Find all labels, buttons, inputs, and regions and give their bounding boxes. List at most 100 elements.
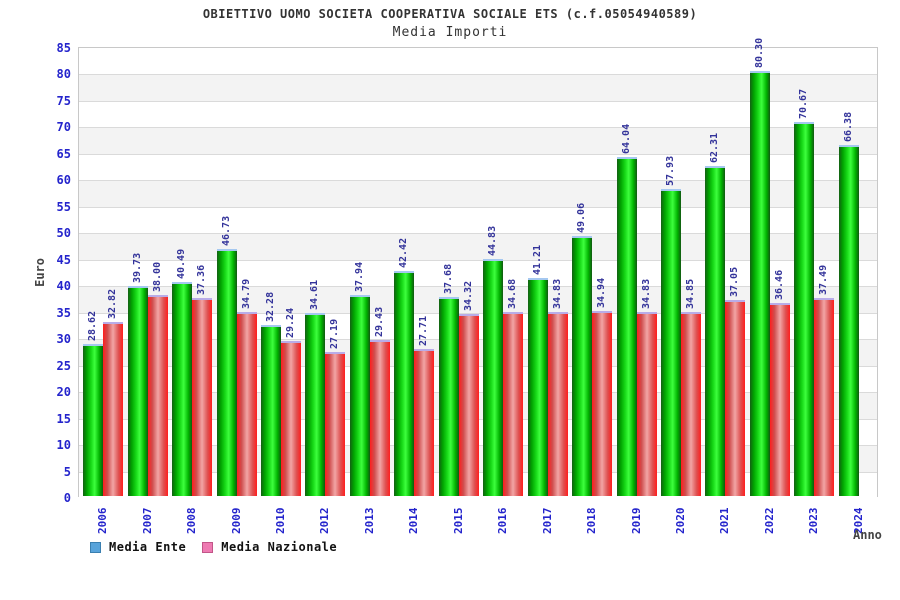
value-label-media-ente-2016: 44.83 [487, 225, 499, 256]
x-axis-title: Anno [853, 528, 882, 542]
legend-label-media-nazionale: Media Nazionale [221, 540, 338, 554]
bar-media-ente-2014 [394, 271, 415, 496]
x-tick-label-2006: 2006 [96, 507, 110, 535]
x-tick-label-2017: 2017 [540, 507, 554, 535]
value-label-media-nazionale-2014: 27.71 [418, 316, 430, 347]
bar-media-nazionale-2014 [414, 349, 435, 496]
value-label-media-ente-2021: 62.31 [709, 133, 721, 164]
bar-media-nazionale-2008 [192, 298, 213, 496]
x-tick-label-2013: 2013 [362, 507, 376, 535]
value-label-media-ente-2024: 66.38 [842, 111, 854, 142]
value-label-media-ente-2009: 46.73 [220, 215, 232, 246]
y-tick-label: 25 [56, 358, 71, 373]
y-tick-label: 75 [56, 93, 71, 108]
bar-media-nazionale-2022 [769, 302, 790, 496]
value-label-media-nazionale-2021: 37.05 [729, 266, 741, 297]
plot-band [79, 100, 877, 128]
x-tick-label-2007: 2007 [140, 507, 154, 535]
value-label-media-nazionale-2006: 32.82 [107, 289, 119, 320]
y-tick-label: 80 [56, 67, 71, 82]
legend-swatch-media-nazionale [202, 541, 214, 553]
bar-media-ente-2019 [616, 156, 637, 496]
value-label-media-ente-2023: 70.67 [798, 88, 810, 119]
value-label-media-ente-2014: 42.42 [398, 238, 410, 269]
x-tick-label-2019: 2019 [629, 507, 643, 535]
bar-media-ente-2024 [838, 144, 859, 496]
value-label-media-ente-2019: 64.04 [620, 123, 632, 154]
value-label-media-nazionale-2019: 34.83 [640, 278, 652, 309]
value-label-media-ente-2012: 34.61 [309, 279, 321, 310]
gridline [79, 260, 877, 261]
x-tick-label-2015: 2015 [451, 507, 465, 535]
x-tick-label-2021: 2021 [718, 507, 732, 535]
value-label-media-ente-2022: 80.30 [753, 37, 765, 68]
plot-band [79, 74, 877, 101]
y-tick-label: 5 [63, 464, 71, 479]
bar-media-ente-2022 [749, 70, 770, 496]
legend: Media Ente Media Nazionale [90, 540, 337, 554]
value-label-media-nazionale-2023: 37.49 [818, 264, 830, 295]
value-label-media-ente-2017: 41.21 [531, 244, 543, 275]
gridline [79, 313, 877, 314]
bar-media-nazionale-2009 [236, 311, 257, 496]
value-label-media-nazionale-2016: 34.68 [507, 279, 519, 310]
value-label-media-nazionale-2018: 34.94 [596, 277, 608, 309]
value-label-media-ente-2010: 32.28 [265, 292, 276, 323]
x-tick-label-2010: 2010 [274, 507, 287, 535]
legend-item-media-ente: Media Ente [90, 540, 186, 554]
bar-media-nazionale-2016 [503, 312, 524, 496]
gridline [79, 207, 877, 208]
y-tick-label: 0 [63, 491, 71, 505]
bar-media-ente-2010 [261, 325, 281, 496]
bar-media-ente-2007 [127, 285, 148, 496]
bar-media-nazionale-2023 [814, 297, 835, 496]
legend-item-media-nazionale: Media Nazionale [202, 540, 337, 554]
plot-band [79, 180, 877, 207]
bar-media-ente-2018 [572, 236, 593, 496]
gridline [79, 154, 877, 155]
value-label-media-ente-2013: 37.94 [353, 262, 365, 293]
y-tick-label: 65 [56, 146, 71, 161]
value-label-media-nazionale-2007: 38.00 [151, 261, 163, 292]
y-tick-label: 40 [56, 279, 71, 294]
bar-media-ente-2015 [438, 296, 459, 496]
value-label-media-nazionale-2020: 34.85 [685, 278, 696, 309]
chart-title: OBIETTIVO UOMO SOCIETA COOPERATIVA SOCIA… [202, 7, 698, 21]
value-label-media-nazionale-2012: 27.19 [329, 318, 341, 350]
bar-media-nazionale-2017 [547, 311, 568, 496]
value-label-media-nazionale-2017: 34.83 [551, 278, 563, 309]
gridline [79, 286, 877, 287]
value-label-media-ente-2015: 37.68 [442, 263, 454, 294]
bar-media-ente-2021 [705, 166, 726, 496]
bar-media-ente-2016 [483, 258, 504, 496]
x-tick-label-2012: 2012 [318, 507, 332, 535]
x-tick-label-2022: 2022 [762, 507, 776, 535]
value-label-media-ente-2007: 39.73 [131, 252, 143, 283]
value-label-media-nazionale-2015: 34.32 [462, 281, 474, 312]
y-tick-label: 50 [56, 226, 71, 241]
y-tick-label: 45 [56, 252, 71, 267]
plot-band [79, 206, 877, 234]
x-tick-label-2016: 2016 [496, 507, 510, 535]
y-tick-label: 60 [56, 173, 71, 188]
gridline [79, 74, 877, 75]
bar-media-ente-2023 [794, 121, 815, 496]
bar-media-nazionale-2015 [458, 314, 479, 496]
bar-media-ente-2017 [527, 277, 548, 496]
bar-media-ente-2008 [172, 281, 193, 496]
gridline [79, 127, 877, 128]
bar-media-nazionale-2021 [725, 299, 746, 496]
bar-media-ente-2012 [305, 312, 326, 496]
legend-label-media-ente: Media Ente [109, 540, 187, 554]
value-label-media-ente-2008: 40.49 [176, 248, 188, 279]
bar-media-nazionale-2013 [369, 340, 390, 496]
plot-band [79, 127, 877, 154]
bar-media-nazionale-2020 [681, 311, 701, 496]
gridline [79, 180, 877, 181]
y-tick-label: 35 [56, 305, 71, 320]
plot-band [79, 233, 877, 260]
bar-media-nazionale-2007 [147, 294, 168, 496]
value-label-media-nazionale-2010: 29.24 [285, 308, 296, 339]
y-tick-label: 85 [56, 41, 71, 55]
